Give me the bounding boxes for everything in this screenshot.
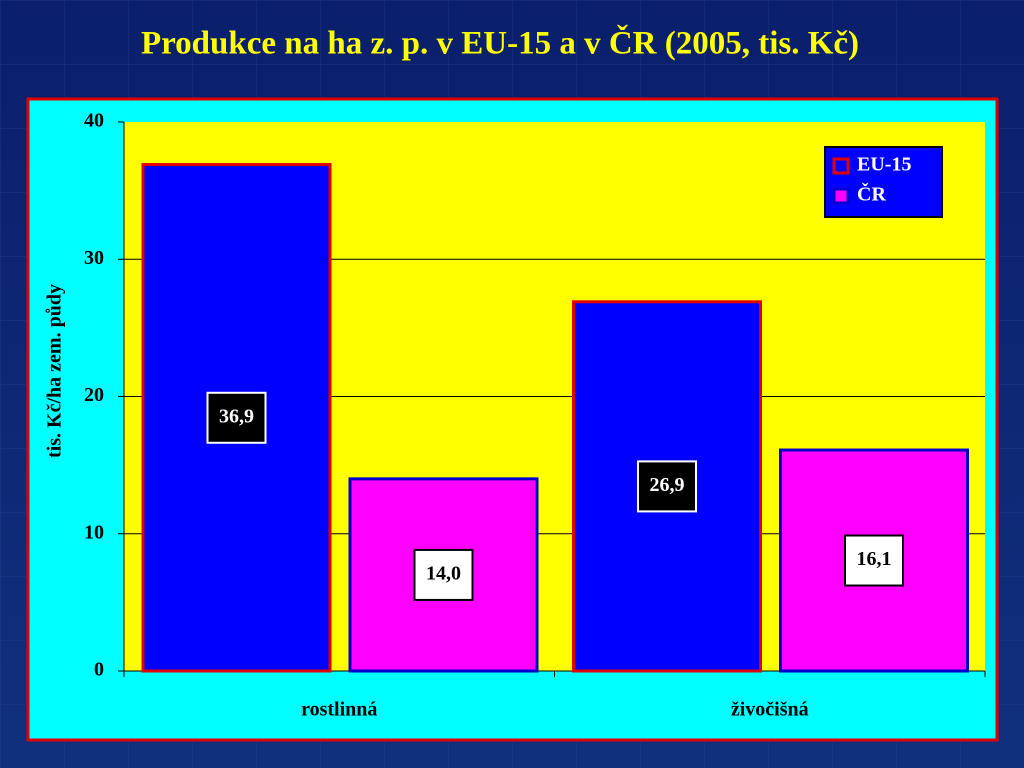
y-tick-label: 20 bbox=[84, 384, 104, 406]
legend-label: EU-15 bbox=[857, 154, 911, 176]
value-label-box bbox=[637, 460, 697, 513]
value-label-box bbox=[206, 391, 267, 444]
value-label: 26,9 bbox=[650, 474, 685, 496]
x-tick-label: rostlinná bbox=[301, 699, 377, 721]
y-axis-label: tis. Kč/ha zem. půdy bbox=[44, 284, 66, 458]
legend-swatch bbox=[832, 187, 850, 205]
bar bbox=[141, 163, 332, 673]
x-tick-label: živočišná bbox=[731, 699, 809, 721]
chart-title: Produkce na ha z. p. v EU-15 a v ČR (200… bbox=[141, 24, 859, 62]
legend-label: ČR bbox=[857, 182, 886, 206]
value-label-box bbox=[844, 534, 904, 587]
value-label-box bbox=[413, 548, 474, 601]
legend-swatch bbox=[832, 157, 850, 175]
value-label: 36,9 bbox=[219, 405, 254, 427]
y-tick-label: 10 bbox=[84, 521, 104, 543]
y-tick-label: 0 bbox=[94, 659, 104, 681]
y-tick-label: 40 bbox=[84, 110, 104, 132]
value-label: 14,0 bbox=[426, 563, 461, 585]
value-label: 16,1 bbox=[857, 548, 892, 570]
y-tick-label: 30 bbox=[84, 247, 104, 269]
